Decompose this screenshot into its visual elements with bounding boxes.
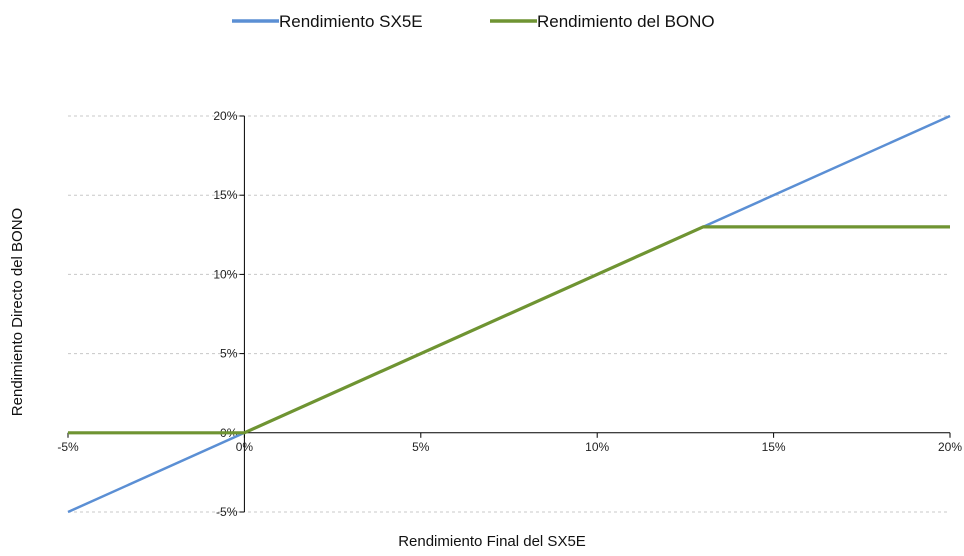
y-tick-label: 10% [213, 267, 237, 281]
legend-label-1: Rendimiento SX5E [279, 12, 423, 31]
series-lines [67, 114, 951, 514]
y-tick-label: 15% [213, 188, 237, 202]
x-tick-label: 5% [412, 440, 430, 454]
legend: Rendimiento SX5E Rendimiento del BONO [232, 12, 715, 31]
y-tick-label: 5% [220, 347, 238, 361]
y-tick-label: 20% [213, 109, 237, 123]
x-tick-labels: -5% 0% 5% 10% 15% 20% [57, 432, 962, 454]
x-axis-title: Rendimiento Final del SX5E [398, 533, 586, 550]
series-line-2 [68, 225, 950, 435]
x-tick-label: 15% [762, 440, 786, 454]
x-tick-label: -5% [57, 440, 79, 454]
y-tick-label: -5% [216, 505, 238, 519]
y-axis-title: Rendimiento Directo del BONO [9, 208, 26, 416]
x-tick-label: 10% [585, 440, 609, 454]
y-tick-labels: -5%0%5%10%15%20% [213, 109, 245, 519]
legend-label-2: Rendimiento del BONO [537, 12, 715, 31]
x-tick-label: 0% [236, 440, 254, 454]
gridlines [68, 115, 950, 513]
x-tick-label: 20% [938, 440, 962, 454]
